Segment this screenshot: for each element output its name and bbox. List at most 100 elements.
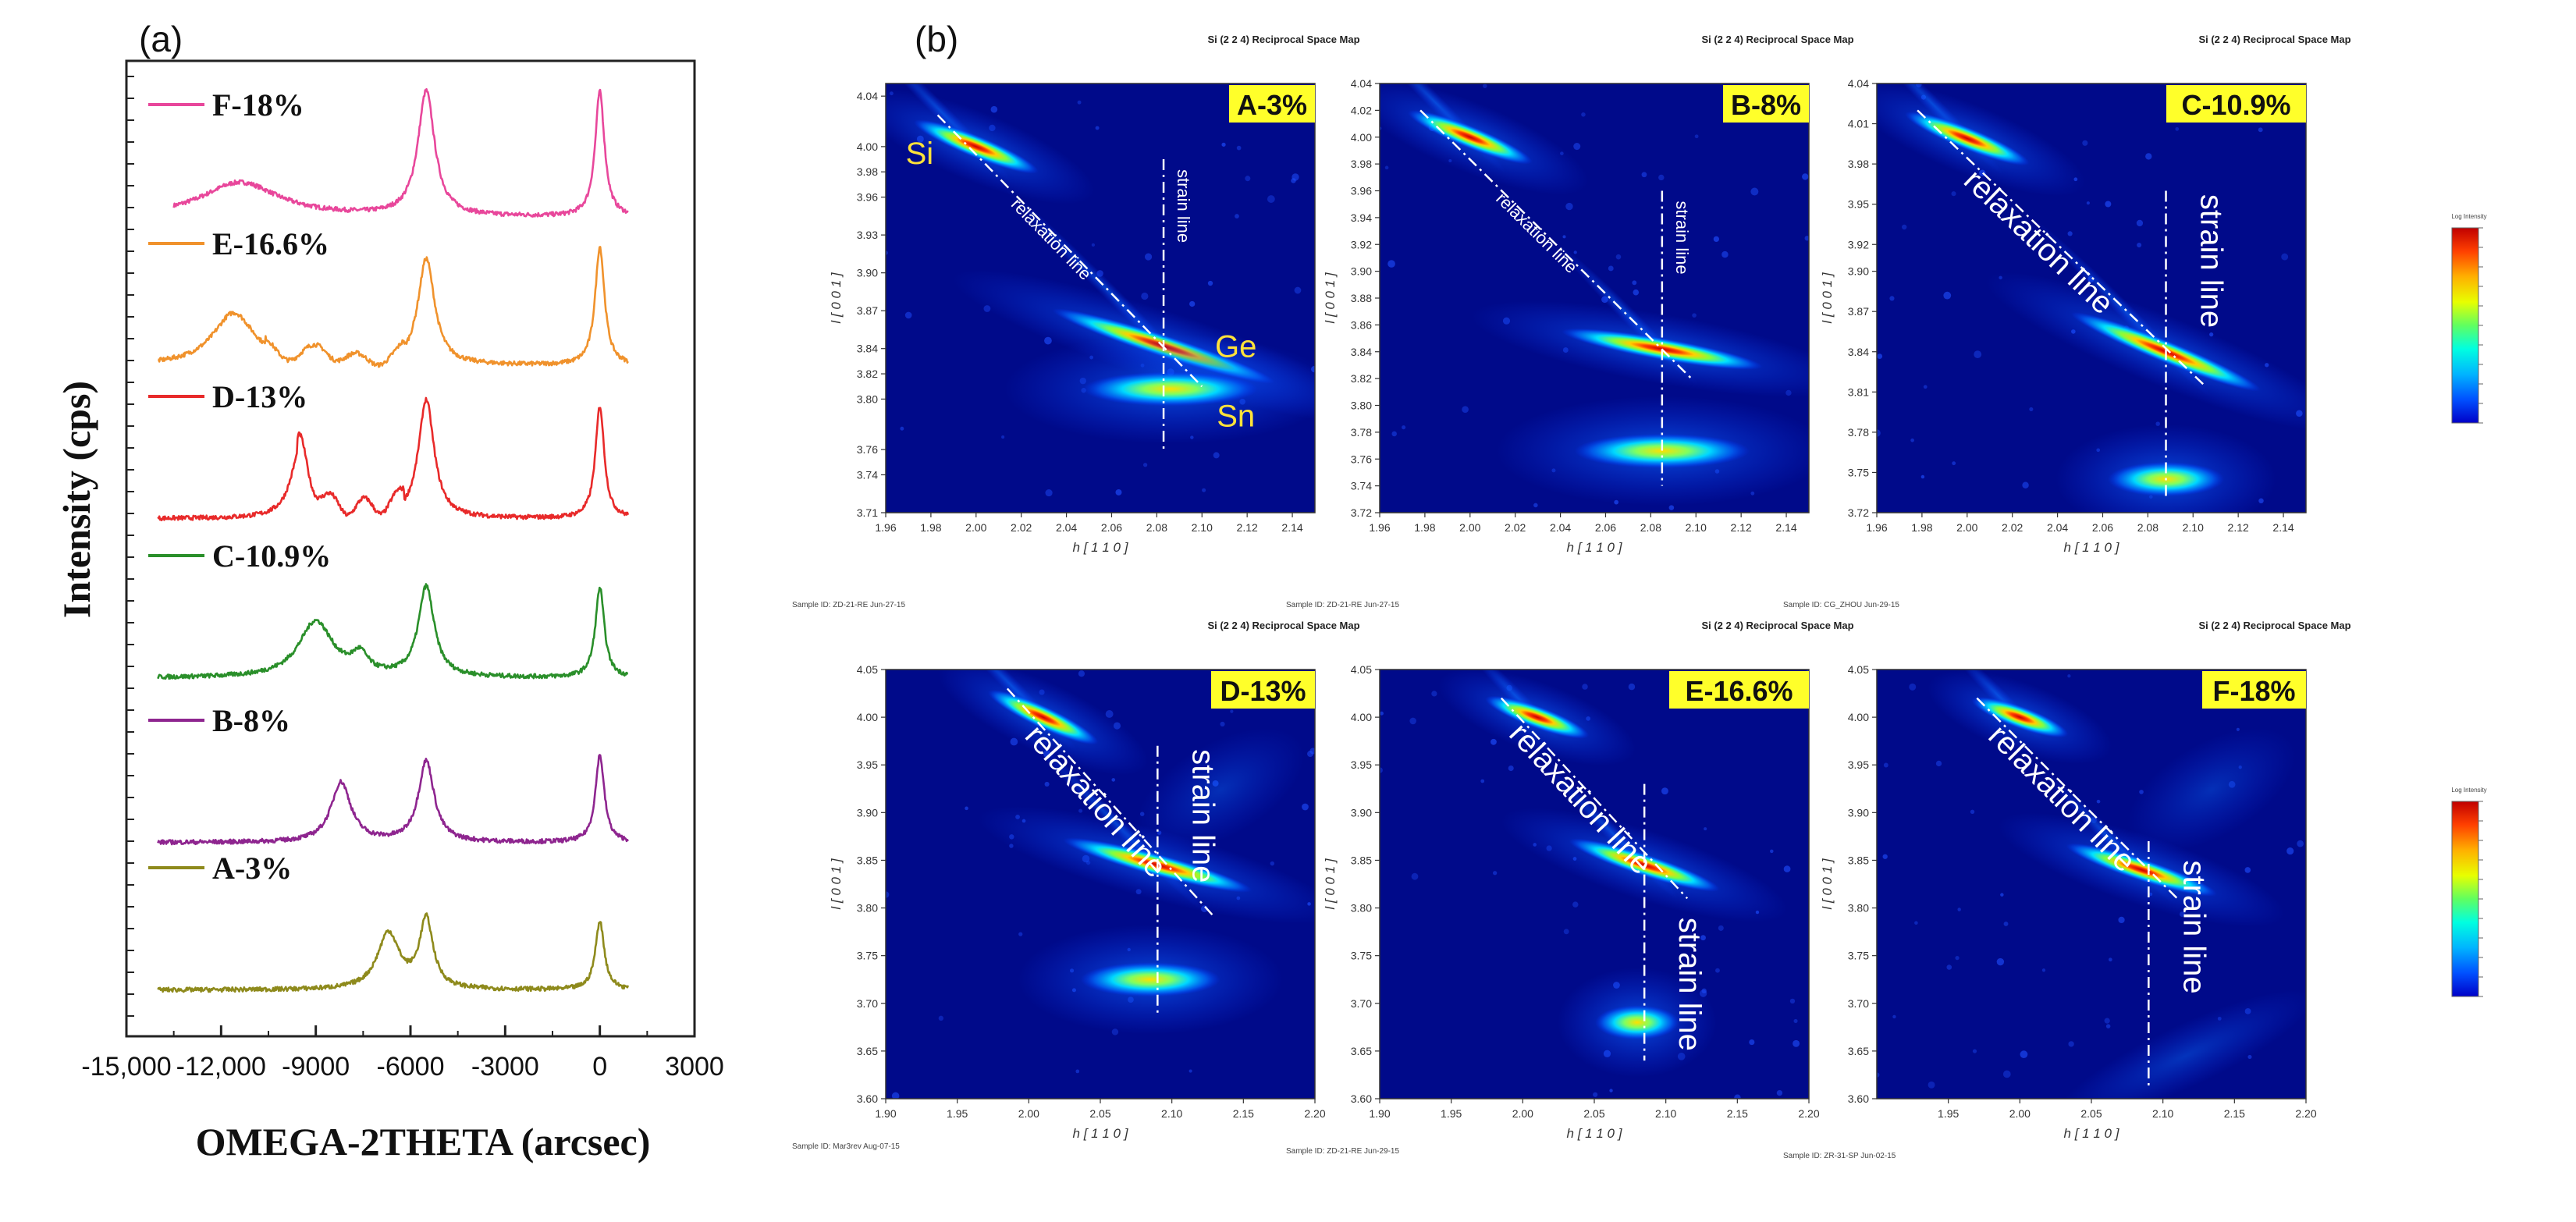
series-line (172, 87, 629, 218)
y-tick-label: 3.98 (857, 165, 878, 178)
noise-speck (1715, 968, 1720, 973)
noise-speck (1901, 224, 1907, 230)
x-tick-label: 2.10 (2183, 521, 2204, 534)
x-tick-label: -6000 (377, 1052, 445, 1082)
strain-line-label: strain line (1174, 169, 1193, 243)
y-tick-label: 3.70 (1351, 997, 1372, 1010)
diffuse-scatter (2127, 727, 2297, 852)
y-tick-label: 3.90 (1351, 265, 1372, 278)
noise-speck (1291, 178, 1296, 183)
y-tick-label: 3.88 (1351, 292, 1372, 304)
colorbar-gradient (2451, 801, 2479, 997)
noise-speck (1431, 691, 1437, 697)
noise-speck (2000, 893, 2004, 897)
relaxation-line (1419, 109, 1693, 380)
noise-speck (2108, 957, 2112, 962)
strain-line-label: strain line (1185, 749, 1220, 883)
noise-speck (1970, 809, 1975, 815)
series-line (157, 912, 630, 993)
y-tick-label: 3.95 (1848, 758, 1869, 771)
y-tick-label: 3.60 (1848, 1092, 1869, 1105)
y-tick-label: 3.85 (1351, 854, 1372, 866)
noise-speck (1713, 236, 1719, 243)
y-tick-label: 3.71 (857, 506, 878, 519)
x-tick-label: 2.10 (1161, 1107, 1182, 1120)
noise-speck (1111, 778, 1116, 782)
map-ylabel: l [ 0 0 1 ] (829, 858, 844, 909)
legend-label: D-13% (212, 379, 307, 414)
y-tick-label: 3.95 (1351, 758, 1372, 771)
noise-speck (1608, 265, 1614, 272)
sample-badge-label: A-3% (1237, 89, 1307, 121)
y-tick-label: 3.96 (1351, 185, 1372, 197)
map-ylabel: l [ 0 0 1 ] (1323, 858, 1338, 909)
x-tick-label: 3000 (665, 1052, 724, 1082)
x-tick-label: 2.14 (2272, 521, 2294, 534)
x-tick-label: 2.15 (2224, 1107, 2245, 1120)
y-tick-label: 4.05 (857, 663, 878, 676)
x-tick-label: 2.02 (1011, 521, 1032, 534)
noise-speck (2145, 153, 2152, 160)
noise-speck (1704, 827, 1707, 831)
peak-si (1971, 697, 2069, 738)
map-footer: Sample ID: ZR-31-SP Jun-02-15 (1783, 1152, 1896, 1160)
sample-badge (1669, 671, 1809, 709)
noise-speck (1078, 808, 1083, 813)
panel-a-xlabel: OMEGA-2THETA (arcsec) (196, 1120, 651, 1163)
noise-speck (1492, 871, 1498, 876)
noise-speck (1142, 463, 1148, 467)
noise-speck (1044, 781, 1050, 787)
noise-speck (2067, 231, 2073, 236)
noise-speck (2258, 127, 2263, 133)
peak-annotation: Sn (1217, 399, 1255, 433)
x-tick-label: 2.08 (1640, 521, 1661, 534)
x-tick-label: 2.12 (1731, 521, 1752, 534)
sample-badge-label: C-10.9% (2181, 89, 2290, 121)
noise-speck (1923, 385, 1928, 389)
x-tick-label: 2.00 (1459, 521, 1480, 534)
map-footer: Sample ID: Mar3rev Aug-07-15 (792, 1142, 900, 1151)
noise-speck (1793, 1039, 1800, 1047)
map-xlabel: h [ 1 1 0 ] (1567, 1126, 1623, 1141)
noise-speck (1770, 849, 1774, 854)
noise-speck (1144, 253, 1153, 261)
noise-speck (1573, 143, 1581, 151)
noise-speck (938, 1015, 944, 1021)
noise-speck (2002, 1070, 2011, 1078)
noise-speck (1892, 1014, 1896, 1019)
x-tick-label: 1.95 (1938, 1107, 1959, 1120)
x-tick-label: 1.96 (1369, 521, 1390, 534)
x-tick-label: 1.90 (1369, 1107, 1390, 1120)
peak-si (988, 689, 1099, 745)
peak-annotation: Si (906, 137, 934, 171)
y-tick-label: 3.95 (857, 758, 878, 771)
noise-speck (2137, 243, 2142, 248)
map-ylabel: l [ 0 0 1 ] (1323, 272, 1338, 323)
map-footer: Sample ID: ZD-21-RE Jun-27-15 (1286, 601, 1399, 609)
y-tick-label: 3.95 (1848, 198, 1869, 211)
y-tick-label: 3.74 (1351, 480, 1372, 492)
x-tick-label: 2.14 (1775, 521, 1796, 534)
noise-speck (1563, 929, 1569, 935)
series-line (157, 754, 629, 846)
y-tick-label: 3.75 (857, 950, 878, 962)
y-tick-label: 3.80 (857, 902, 878, 915)
y-tick-label: 3.90 (1848, 806, 1869, 819)
relaxation-line (1006, 687, 1216, 918)
noise-speck (2297, 840, 2304, 847)
map-xlabel: h [ 1 1 0 ] (1073, 540, 1129, 555)
noise-speck (1955, 955, 1960, 961)
noise-speck (1952, 461, 1956, 466)
x-tick-label: 2.20 (2295, 1107, 2316, 1120)
noise-speck (2029, 407, 2034, 412)
peak-si (914, 119, 1039, 174)
y-tick-label: 3.75 (1848, 950, 1869, 962)
y-tick-label: 4.00 (1351, 131, 1372, 144)
x-tick-label: -3000 (471, 1052, 539, 1082)
noise-speck (1641, 172, 1647, 178)
y-tick-label: 4.04 (1351, 77, 1372, 90)
noise-speck (1307, 751, 1314, 757)
y-tick-label: 3.70 (1848, 997, 1869, 1010)
